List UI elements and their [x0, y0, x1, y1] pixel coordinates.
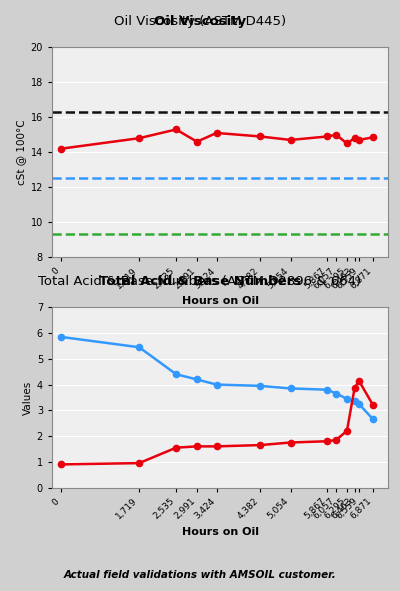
- X-axis label: Hours on Oil: Hours on Oil: [182, 527, 258, 537]
- Text: Oil Viscosity (ASTM D445): Oil Viscosity (ASTM D445): [114, 15, 286, 28]
- Legend: ANGS, SAE 30 Grade
Minimum, SAE 40 Grade
Minimum, SAE 50 Grade
Minimum: ANGS, SAE 30 Grade Minimum, SAE 40 Grade…: [84, 387, 356, 413]
- Text: Oil Viscosity: Oil Viscosity: [154, 15, 246, 28]
- X-axis label: Hours on Oil: Hours on Oil: [182, 296, 258, 306]
- Y-axis label: cSt @ 100°C: cSt @ 100°C: [16, 119, 26, 185]
- Y-axis label: Values: Values: [22, 381, 32, 414]
- Text: Actual field validations with AMSOIL customer.: Actual field validations with AMSOIL cus…: [64, 570, 336, 580]
- Text: Total Acid & Base Numbers: Total Acid & Base Numbers: [99, 275, 301, 288]
- Text: Total Acid & Base Numbers (ASTM D2896 & 664): Total Acid & Base Numbers (ASTM D2896 & …: [38, 275, 362, 288]
